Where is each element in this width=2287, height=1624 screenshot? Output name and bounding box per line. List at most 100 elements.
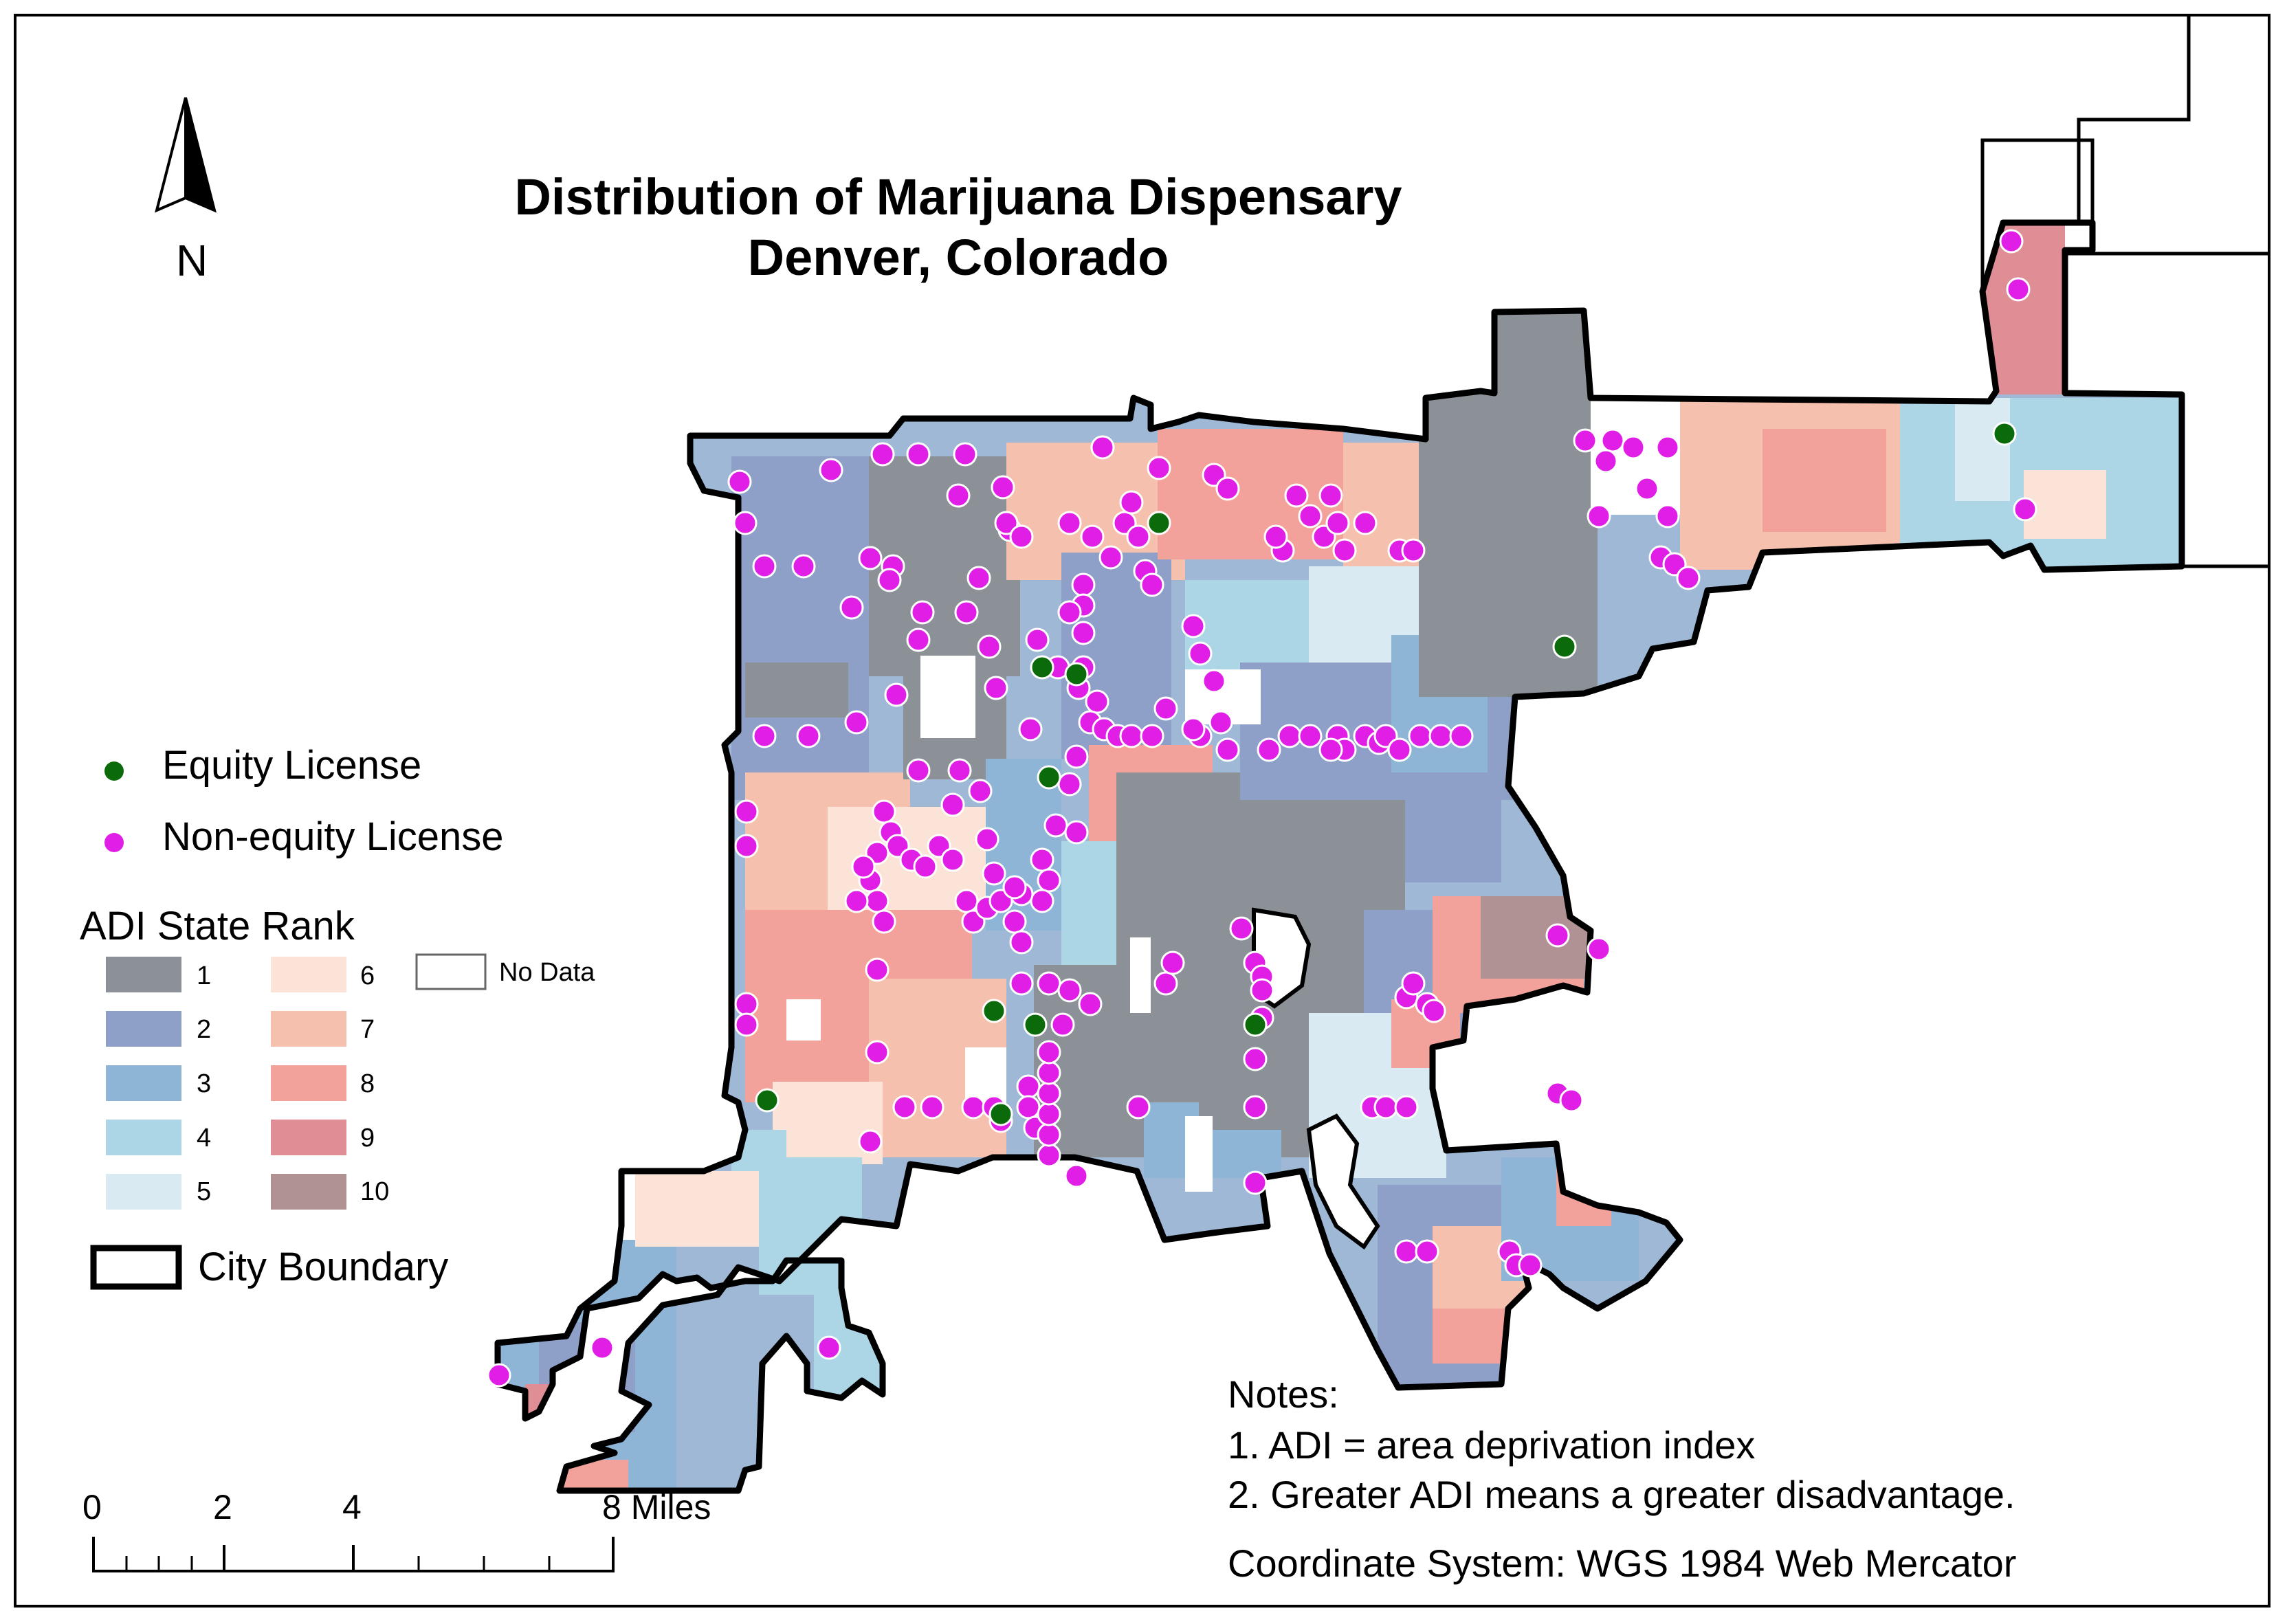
nonequity-dispensary-point	[1545, 923, 1570, 948]
north-arrow-icon	[155, 97, 217, 213]
nonequity-dispensary-point	[1415, 1239, 1439, 1264]
nonequity-dispensary-point	[1016, 1095, 1041, 1120]
nonequity-dispensary-point	[1153, 696, 1178, 721]
nonequity-dispensary-point	[1064, 820, 1089, 845]
nonequity-dispensary-point	[906, 758, 931, 783]
nonequity-dispensary-point	[1284, 483, 1309, 508]
legend-adi-title: ADI State Rank	[80, 904, 355, 948]
legend-swatch	[106, 1120, 181, 1155]
scale-tick-label: 2	[213, 1488, 232, 1526]
nonequity-dispensary-point	[892, 1095, 917, 1120]
notes-line1: 1. ADI = area deprivation index	[1228, 1423, 1756, 1467]
nonequity-dispensary-point	[1202, 669, 1226, 693]
nonequity-dispensary-point	[844, 710, 869, 735]
nonequity-dispensary-point	[920, 1095, 944, 1120]
nonequity-dispensary-point	[2006, 277, 2031, 302]
nonequity-dispensary-point	[1090, 435, 1115, 460]
legend-boundary-swatch	[90, 1245, 182, 1290]
nonequity-dispensary-point	[844, 889, 869, 913]
legend-nodata-swatch	[415, 953, 487, 990]
nonequity-dispensary-point	[1676, 566, 1701, 590]
legend-swatch	[106, 1011, 181, 1047]
nonequity-dispensary-point	[1298, 724, 1323, 748]
nonequity-dispensary-point	[1037, 1060, 1061, 1085]
nonequity-dispensary-point	[1153, 971, 1178, 996]
nonequity-dispensary-point	[734, 1012, 759, 1037]
equity-dispensary-point	[1064, 662, 1089, 687]
nonequity-dispensary-point	[1243, 1095, 1268, 1120]
nonequity-dispensary-point	[1229, 916, 1254, 941]
nonequity-dispensary-point	[796, 724, 821, 748]
scale-tick-label: 0	[82, 1488, 102, 1526]
county-line	[2077, 16, 2191, 223]
nonequity-dispensary-point	[1181, 717, 1206, 742]
nonequity-dispensary-point	[1160, 950, 1185, 975]
nonequity-dispensary-point	[1016, 1074, 1041, 1099]
nonequity-dispensary-point	[1999, 229, 2024, 254]
nonequity-dispensary-point	[1018, 717, 1043, 742]
map-frame: Distribution of Marijuana Dispensary Den…	[14, 14, 2271, 1608]
nonequity-dispensary-point	[1573, 428, 1598, 453]
nonequity-dispensary-point	[1078, 992, 1103, 1016]
nonequity-dispensary-point	[1422, 999, 1446, 1023]
nonequity-dispensary-point	[865, 957, 890, 982]
nonequity-dispensary-point	[1009, 930, 1034, 955]
nonequity-dispensary-point	[865, 889, 890, 913]
nonequity-dispensary-point	[1098, 545, 1123, 570]
legend-swatch	[271, 957, 346, 992]
nonequity-dispensary-point	[1037, 971, 1061, 996]
map-title-line1: Distribution of Marijuana Dispensary	[514, 168, 1402, 225]
nonequity-dispensary-point	[1071, 572, 1096, 597]
nonequity-dispensary-point	[1037, 1102, 1061, 1126]
equity-dispensary-point	[1552, 634, 1577, 659]
nonequity-dispensary-point	[1587, 504, 1611, 529]
nonequity-dispensary-point	[734, 992, 759, 1016]
nonequity-dispensary-point	[982, 861, 1006, 886]
nonequity-dispensary-point	[1298, 504, 1323, 529]
nonequity-dispensary-point	[961, 1095, 986, 1120]
nonequity-dispensary-point	[910, 600, 935, 625]
nonequity-dispensary-point	[1428, 724, 1453, 748]
nonequity-dispensary-point	[870, 442, 895, 467]
nonequity-dispensary-point	[1057, 772, 1082, 797]
nonequity-dispensary-point	[791, 554, 816, 579]
nonequity-dispensary-point	[872, 909, 896, 934]
nonequity-dispensary-point	[734, 799, 759, 824]
legend-swatch	[106, 1065, 181, 1101]
nonequity-points	[487, 229, 2037, 1388]
nonequity-dispensary-point	[2013, 497, 2037, 522]
legend-class-label: 4	[197, 1124, 212, 1153]
nonequity-dispensary-point	[858, 1129, 883, 1154]
nonequity-dispensary-point	[1215, 737, 1240, 762]
notes-heading: Notes:	[1228, 1372, 1339, 1416]
nonequity-dispensary-point	[817, 1335, 841, 1360]
nonequity-dispensary-point	[1243, 1170, 1268, 1195]
equity-dispensary-point	[1147, 511, 1171, 535]
nonequity-dispensary-point	[1030, 889, 1054, 913]
nonequity-dispensary-point	[946, 483, 971, 508]
nonequity-dispensary-point	[1030, 847, 1054, 872]
adi-census-tracts	[498, 223, 2182, 1491]
legend-class-label: 10	[360, 1177, 390, 1206]
nonequity-dispensary-point	[947, 758, 972, 783]
legend-nodata-label: No Data	[499, 958, 595, 987]
nonequity-dispensary-point	[1408, 724, 1433, 748]
nonequity-dispensary-point	[1600, 428, 1625, 453]
nonequity-dispensary-point	[1037, 1143, 1061, 1168]
nonequity-dispensary-point	[1057, 600, 1082, 625]
nonequity-dispensary-point	[872, 799, 896, 824]
nonequity-dispensary-point	[1009, 524, 1034, 549]
nonequity-dispensary-point	[940, 792, 965, 817]
nonequity-dispensary-point	[752, 724, 777, 748]
nonequity-dispensary-point	[1277, 724, 1302, 748]
nonequity-dispensary-point	[1064, 1164, 1089, 1188]
nonequity-dispensary-point	[906, 442, 931, 467]
legend-swatch	[271, 1011, 346, 1047]
nonequity-dispensary-point	[1025, 627, 1050, 652]
legend-class-label: 8	[360, 1069, 375, 1098]
nonequity-dispensary-point	[1655, 504, 1680, 529]
map-canvas	[90, 16, 2268, 1572]
nonequity-dispensary-point	[1325, 511, 1350, 535]
nonequity-dispensary-point	[1119, 490, 1144, 515]
nonequity-dispensary-point	[913, 854, 938, 879]
